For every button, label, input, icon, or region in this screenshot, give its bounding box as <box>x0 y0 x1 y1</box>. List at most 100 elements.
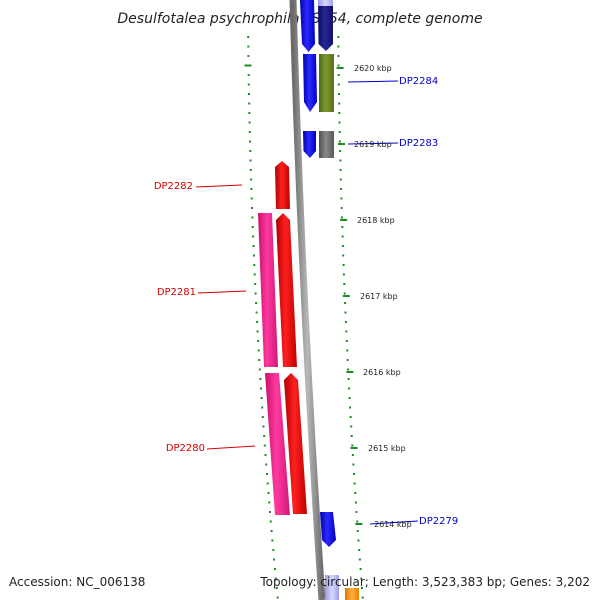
gc-dot <box>253 273 256 276</box>
tick-label: 2619 kbp <box>354 140 392 149</box>
gene-dp2283[interactable] <box>319 131 334 158</box>
gene-arrow-blue-2[interactable] <box>303 54 317 112</box>
scale-dot <box>360 577 363 580</box>
scale-dot <box>338 121 341 124</box>
gene-dp2279[interactable] <box>320 512 336 547</box>
gc-dot <box>257 349 260 352</box>
gc-dot <box>250 188 253 190</box>
gene-label-dp2281[interactable]: DP2281 <box>157 287 196 298</box>
gc-dot <box>261 406 264 409</box>
gene-label-dp2280[interactable]: DP2280 <box>166 443 205 454</box>
scale-dot <box>341 226 344 228</box>
gc-dot <box>254 292 257 295</box>
map-title: Desulfotalea psychrophila LSv54, complet… <box>117 11 482 27</box>
scale-dot <box>339 178 342 181</box>
gene-label-dp2279[interactable]: DP2279 <box>419 516 458 527</box>
gene-arrow-blue-top[interactable] <box>300 0 315 52</box>
gc-dot <box>259 378 262 380</box>
gc-dot <box>270 530 273 532</box>
scale-dot <box>347 378 350 380</box>
leader-dp2283 <box>347 142 399 145</box>
scale-dot <box>359 568 362 570</box>
gene-dp2282[interactable] <box>275 161 290 209</box>
scale-dot <box>353 482 356 485</box>
scale-dot <box>340 207 343 209</box>
gene-label-dp2284[interactable]: DP2284 <box>399 76 438 87</box>
gc-dot <box>261 416 264 418</box>
scale-major-tick <box>338 143 345 145</box>
scale-dot <box>354 501 357 504</box>
gc-dot <box>266 473 268 475</box>
scale-dot <box>356 520 359 523</box>
gc-dot <box>251 207 253 209</box>
gene-pink-2[interactable] <box>265 373 290 515</box>
scale-major-tick <box>336 67 344 69</box>
gc-dot <box>263 444 266 447</box>
gene-dp2280[interactable] <box>284 373 307 514</box>
scale-dot <box>339 150 342 152</box>
leader-dp2282 <box>195 184 243 188</box>
gene-label-dp2282[interactable]: DP2282 <box>154 181 193 192</box>
scale-dot <box>351 454 354 456</box>
gc-content-track <box>244 36 279 599</box>
gc-dot <box>267 492 270 494</box>
gc-dot <box>252 235 255 238</box>
gc-dot <box>248 131 251 133</box>
scale-dot <box>340 197 343 200</box>
scale-dot <box>338 112 341 114</box>
gene-arrow-faint-top <box>318 0 333 6</box>
gene-label-dp2283[interactable]: DP2283 <box>399 138 438 149</box>
gene-arrow-blue-3[interactable] <box>303 131 316 158</box>
scale-dot <box>338 102 341 105</box>
scale-major-tick <box>355 523 363 525</box>
scale-dot <box>346 349 349 352</box>
gene-dp2284[interactable] <box>319 54 334 112</box>
leader-dp2281 <box>197 290 247 294</box>
gene-dp2281[interactable] <box>276 213 297 367</box>
gene-pink-1[interactable] <box>258 213 278 367</box>
scale-dot <box>355 511 358 513</box>
topology-summary: Topology: circular; Length: 3,523,383 bp… <box>259 575 590 589</box>
scale-dot <box>349 416 352 418</box>
gc-dot <box>264 454 267 456</box>
gc-dot <box>252 245 255 247</box>
scale-dot <box>351 444 354 447</box>
gc-dot <box>256 330 259 333</box>
gc-dot <box>248 93 250 95</box>
gc-dot <box>266 482 269 485</box>
tick-label: 2615 kbp <box>368 444 406 453</box>
scale-dot <box>337 55 340 57</box>
scale-dot <box>348 387 351 390</box>
gc-dot <box>249 150 252 152</box>
scale-dot <box>350 425 353 428</box>
gene-orange-bottom[interactable] <box>345 588 359 600</box>
gc-dot <box>257 340 260 342</box>
scale-dot <box>348 397 351 399</box>
scale-dot <box>343 283 346 285</box>
gc-dot <box>258 359 261 361</box>
scale-dot <box>353 473 355 475</box>
gc-dot <box>276 596 279 599</box>
scale-major-tick <box>340 219 348 221</box>
gc-dot <box>254 283 257 285</box>
gc-dot <box>265 463 268 466</box>
gc-dot <box>269 520 272 523</box>
gene-arrow-navy-top[interactable] <box>318 0 333 51</box>
gc-dot <box>251 226 254 228</box>
gc-dot <box>255 302 258 304</box>
scale-dot <box>337 74 340 76</box>
gc-dot <box>247 45 250 48</box>
scale-dot <box>346 359 349 361</box>
gc-dot <box>244 64 252 67</box>
leader-dp2280 <box>206 445 256 450</box>
scale-dot <box>341 235 344 238</box>
scale-dot <box>361 587 363 589</box>
gc-dot <box>275 587 278 589</box>
scale-dot <box>347 368 350 371</box>
scale-major-tick <box>342 295 350 297</box>
tick-label: 2618 kbp <box>357 216 395 225</box>
gc-dot <box>274 577 277 580</box>
scale-dot <box>352 463 355 466</box>
gc-dot <box>260 387 262 390</box>
scale-dot <box>349 406 352 409</box>
